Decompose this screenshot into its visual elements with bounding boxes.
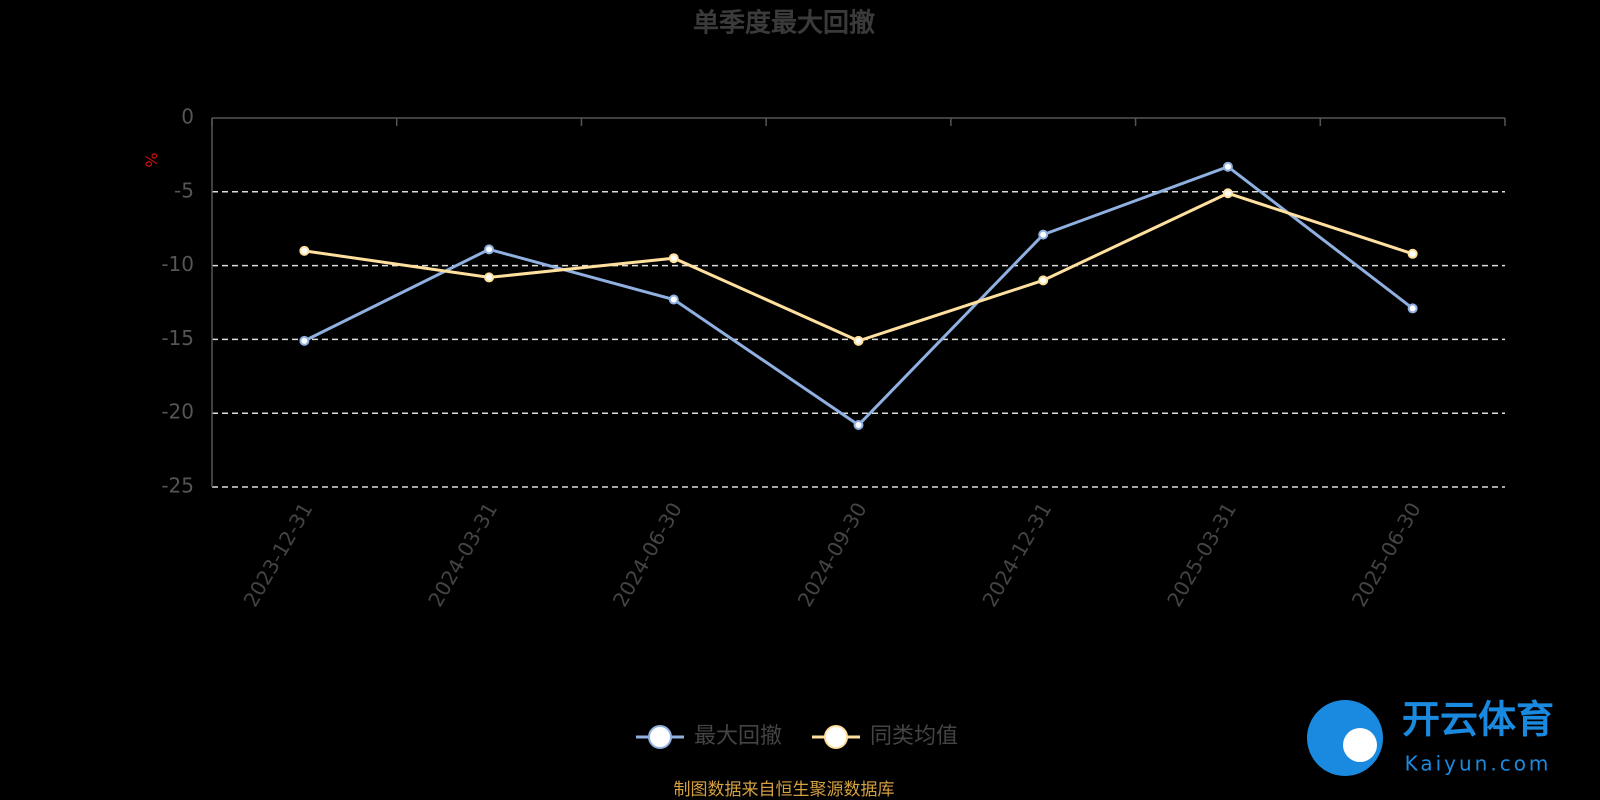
x-tick-label: 2024-12-31 <box>977 498 1056 611</box>
data-point <box>1038 229 1049 240</box>
data-point <box>853 420 864 431</box>
legend-item[interactable]: 同类均值 <box>812 724 958 749</box>
legend-label: 最大回撤 <box>694 724 782 749</box>
chart-title: 单季度最大回撤 <box>693 8 875 39</box>
data-point <box>299 245 310 256</box>
x-tick-label: 2024-06-30 <box>608 498 687 611</box>
y-tick-label: -15 <box>161 326 194 350</box>
logo-subtext: Kaiyun.com <box>1405 752 1552 776</box>
legend: 最大回撤 同类均值 <box>636 724 958 749</box>
data-point <box>1407 248 1418 259</box>
data-point <box>299 335 310 346</box>
data-point <box>1222 161 1233 172</box>
y-tick-label: -10 <box>161 252 194 276</box>
x-tick-label: 2025-06-30 <box>1347 498 1426 611</box>
x-tick-label: 2023-12-31 <box>239 498 318 611</box>
data-point <box>853 335 864 346</box>
legend-item[interactable]: 最大回撤 <box>636 724 782 749</box>
logo-text: 开云体育 <box>1402 698 1554 742</box>
data-point <box>1222 188 1233 199</box>
data-point <box>484 244 495 255</box>
data-point <box>1407 303 1418 314</box>
source-note: 制图数据来自恒生聚源数据库 <box>674 780 895 800</box>
data-point <box>1038 275 1049 286</box>
legend-swatch <box>648 725 672 749</box>
data-point <box>668 294 679 305</box>
y-tick-label: -25 <box>161 474 194 498</box>
x-tick-label: 2024-09-30 <box>793 498 872 611</box>
legend-label: 同类均值 <box>870 724 958 749</box>
y-tick-label: 0 <box>181 105 194 129</box>
series-line <box>304 191 1414 343</box>
y-tick-label: -5 <box>174 178 194 202</box>
data-point <box>668 253 679 264</box>
x-tick-label: 2024-03-31 <box>423 498 502 611</box>
x-tick-label: 2025-03-31 <box>1162 498 1241 611</box>
y-axis-label: % <box>142 152 161 167</box>
legend-swatch <box>824 725 848 749</box>
y-tick-label: -20 <box>161 400 194 424</box>
logo-ball <box>1343 728 1377 762</box>
data-point <box>484 272 495 283</box>
logo: 开云体育 Kaiyun.com <box>1307 698 1554 776</box>
series-line <box>303 165 1414 427</box>
